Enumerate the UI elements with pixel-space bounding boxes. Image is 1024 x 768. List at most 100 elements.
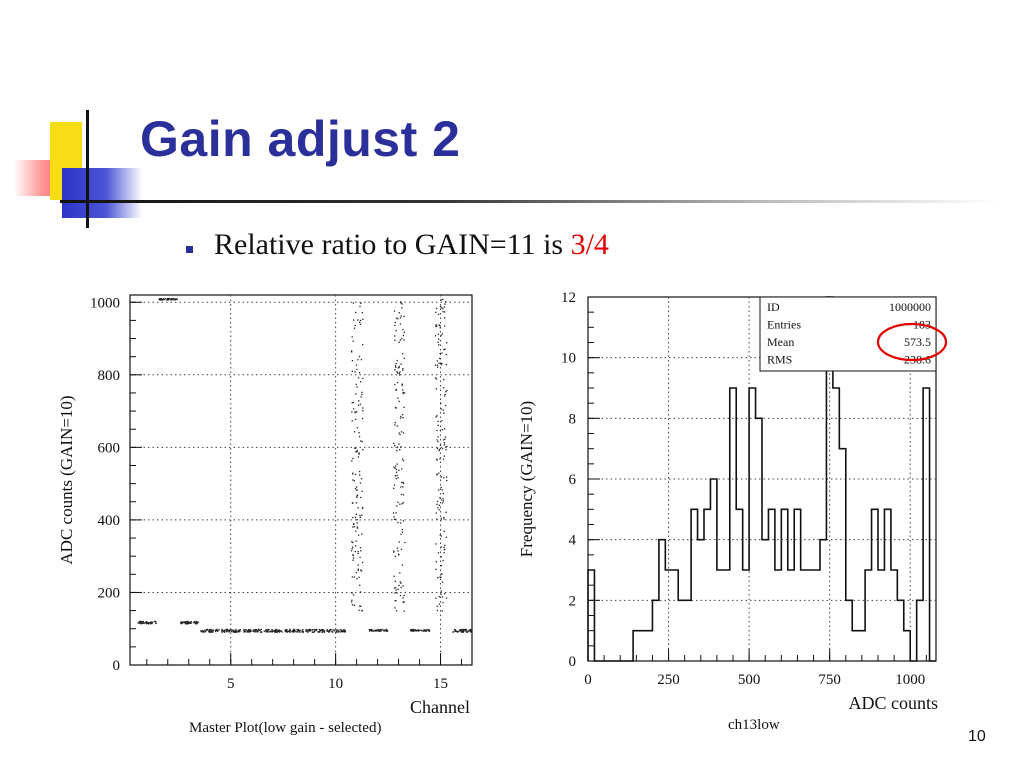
data-point — [352, 401, 354, 404]
data-point — [401, 307, 403, 309]
data-point — [393, 310, 396, 312]
data-point — [466, 631, 469, 633]
data-point — [356, 494, 359, 496]
data-point — [352, 559, 354, 561]
title-rule — [60, 200, 1000, 203]
data-point — [424, 630, 426, 632]
data-point — [441, 573, 443, 575]
histogram-bin — [775, 570, 781, 661]
data-point — [354, 447, 356, 449]
data-point — [437, 507, 439, 509]
data-point — [436, 360, 439, 362]
data-point — [153, 620, 155, 623]
data-point — [190, 620, 192, 623]
data-point — [440, 546, 443, 548]
data-point — [362, 506, 364, 509]
data-point — [446, 389, 448, 392]
data-point — [358, 400, 360, 402]
data-point — [396, 547, 399, 549]
data-point — [211, 628, 213, 631]
data-point — [403, 357, 405, 360]
data-point — [293, 628, 295, 631]
data-point — [276, 630, 278, 632]
data-point — [369, 630, 371, 632]
data-point — [148, 622, 150, 624]
data-point — [402, 334, 405, 337]
data-point — [434, 335, 437, 337]
data-point — [443, 325, 446, 327]
data-point — [209, 630, 211, 633]
data-point — [441, 489, 443, 491]
data-point — [401, 503, 403, 505]
data-point — [196, 623, 198, 625]
data-point — [327, 630, 329, 632]
histogram-bin — [743, 570, 749, 661]
data-point — [351, 502, 354, 504]
data-point — [234, 630, 237, 632]
data-point — [439, 305, 442, 308]
data-point — [380, 630, 382, 632]
data-point — [461, 628, 463, 631]
data-point — [356, 427, 359, 429]
x-tick-label: 5 — [227, 676, 235, 692]
data-point — [369, 629, 371, 631]
histogram-bin — [768, 509, 774, 661]
data-point — [355, 418, 357, 421]
data-point — [436, 609, 439, 612]
data-point — [183, 621, 185, 623]
data-point — [375, 630, 377, 632]
data-point — [452, 631, 454, 633]
data-point — [437, 436, 439, 438]
data-point — [267, 631, 269, 633]
data-point — [436, 439, 438, 441]
data-point — [377, 630, 379, 632]
y-tick-label: 1000 — [90, 295, 120, 311]
data-point — [393, 466, 395, 468]
data-point — [361, 490, 363, 493]
data-point — [275, 628, 277, 631]
data-point — [213, 629, 215, 631]
histogram-bin — [749, 388, 755, 661]
data-point — [401, 337, 403, 340]
data-point — [444, 544, 446, 547]
data-point — [395, 610, 398, 612]
data-point — [399, 503, 401, 505]
data-point — [359, 319, 362, 322]
data-point — [398, 553, 400, 555]
histogram-bin — [646, 631, 652, 661]
data-point — [399, 449, 401, 451]
data-point — [357, 359, 359, 361]
data-point — [393, 484, 396, 486]
data-point — [181, 622, 183, 624]
histogram-bin — [839, 449, 845, 661]
data-point — [357, 377, 360, 379]
data-point — [355, 393, 357, 395]
data-point — [249, 629, 252, 631]
data-point — [358, 576, 360, 578]
data-point — [343, 630, 345, 633]
data-point — [402, 367, 404, 370]
data-point — [353, 525, 356, 528]
data-point — [359, 605, 361, 607]
data-point — [444, 311, 446, 313]
data-point — [352, 526, 354, 528]
plot-frame — [129, 294, 473, 666]
data-point — [395, 465, 397, 467]
data-point — [193, 620, 195, 623]
data-point — [423, 629, 425, 632]
data-point — [395, 330, 397, 332]
data-point — [190, 622, 193, 624]
data-point — [305, 628, 308, 631]
data-point — [286, 630, 289, 633]
data-point — [359, 482, 362, 484]
data-point — [393, 550, 395, 552]
data-point — [441, 610, 443, 612]
y-axis-label: Frequency (GAIN=10) — [517, 401, 536, 557]
data-point — [335, 631, 337, 633]
data-point — [355, 489, 358, 491]
data-point — [397, 367, 400, 369]
data-point — [397, 588, 399, 591]
data-point — [260, 631, 263, 633]
histogram-bin — [801, 570, 807, 661]
data-point — [385, 630, 387, 632]
